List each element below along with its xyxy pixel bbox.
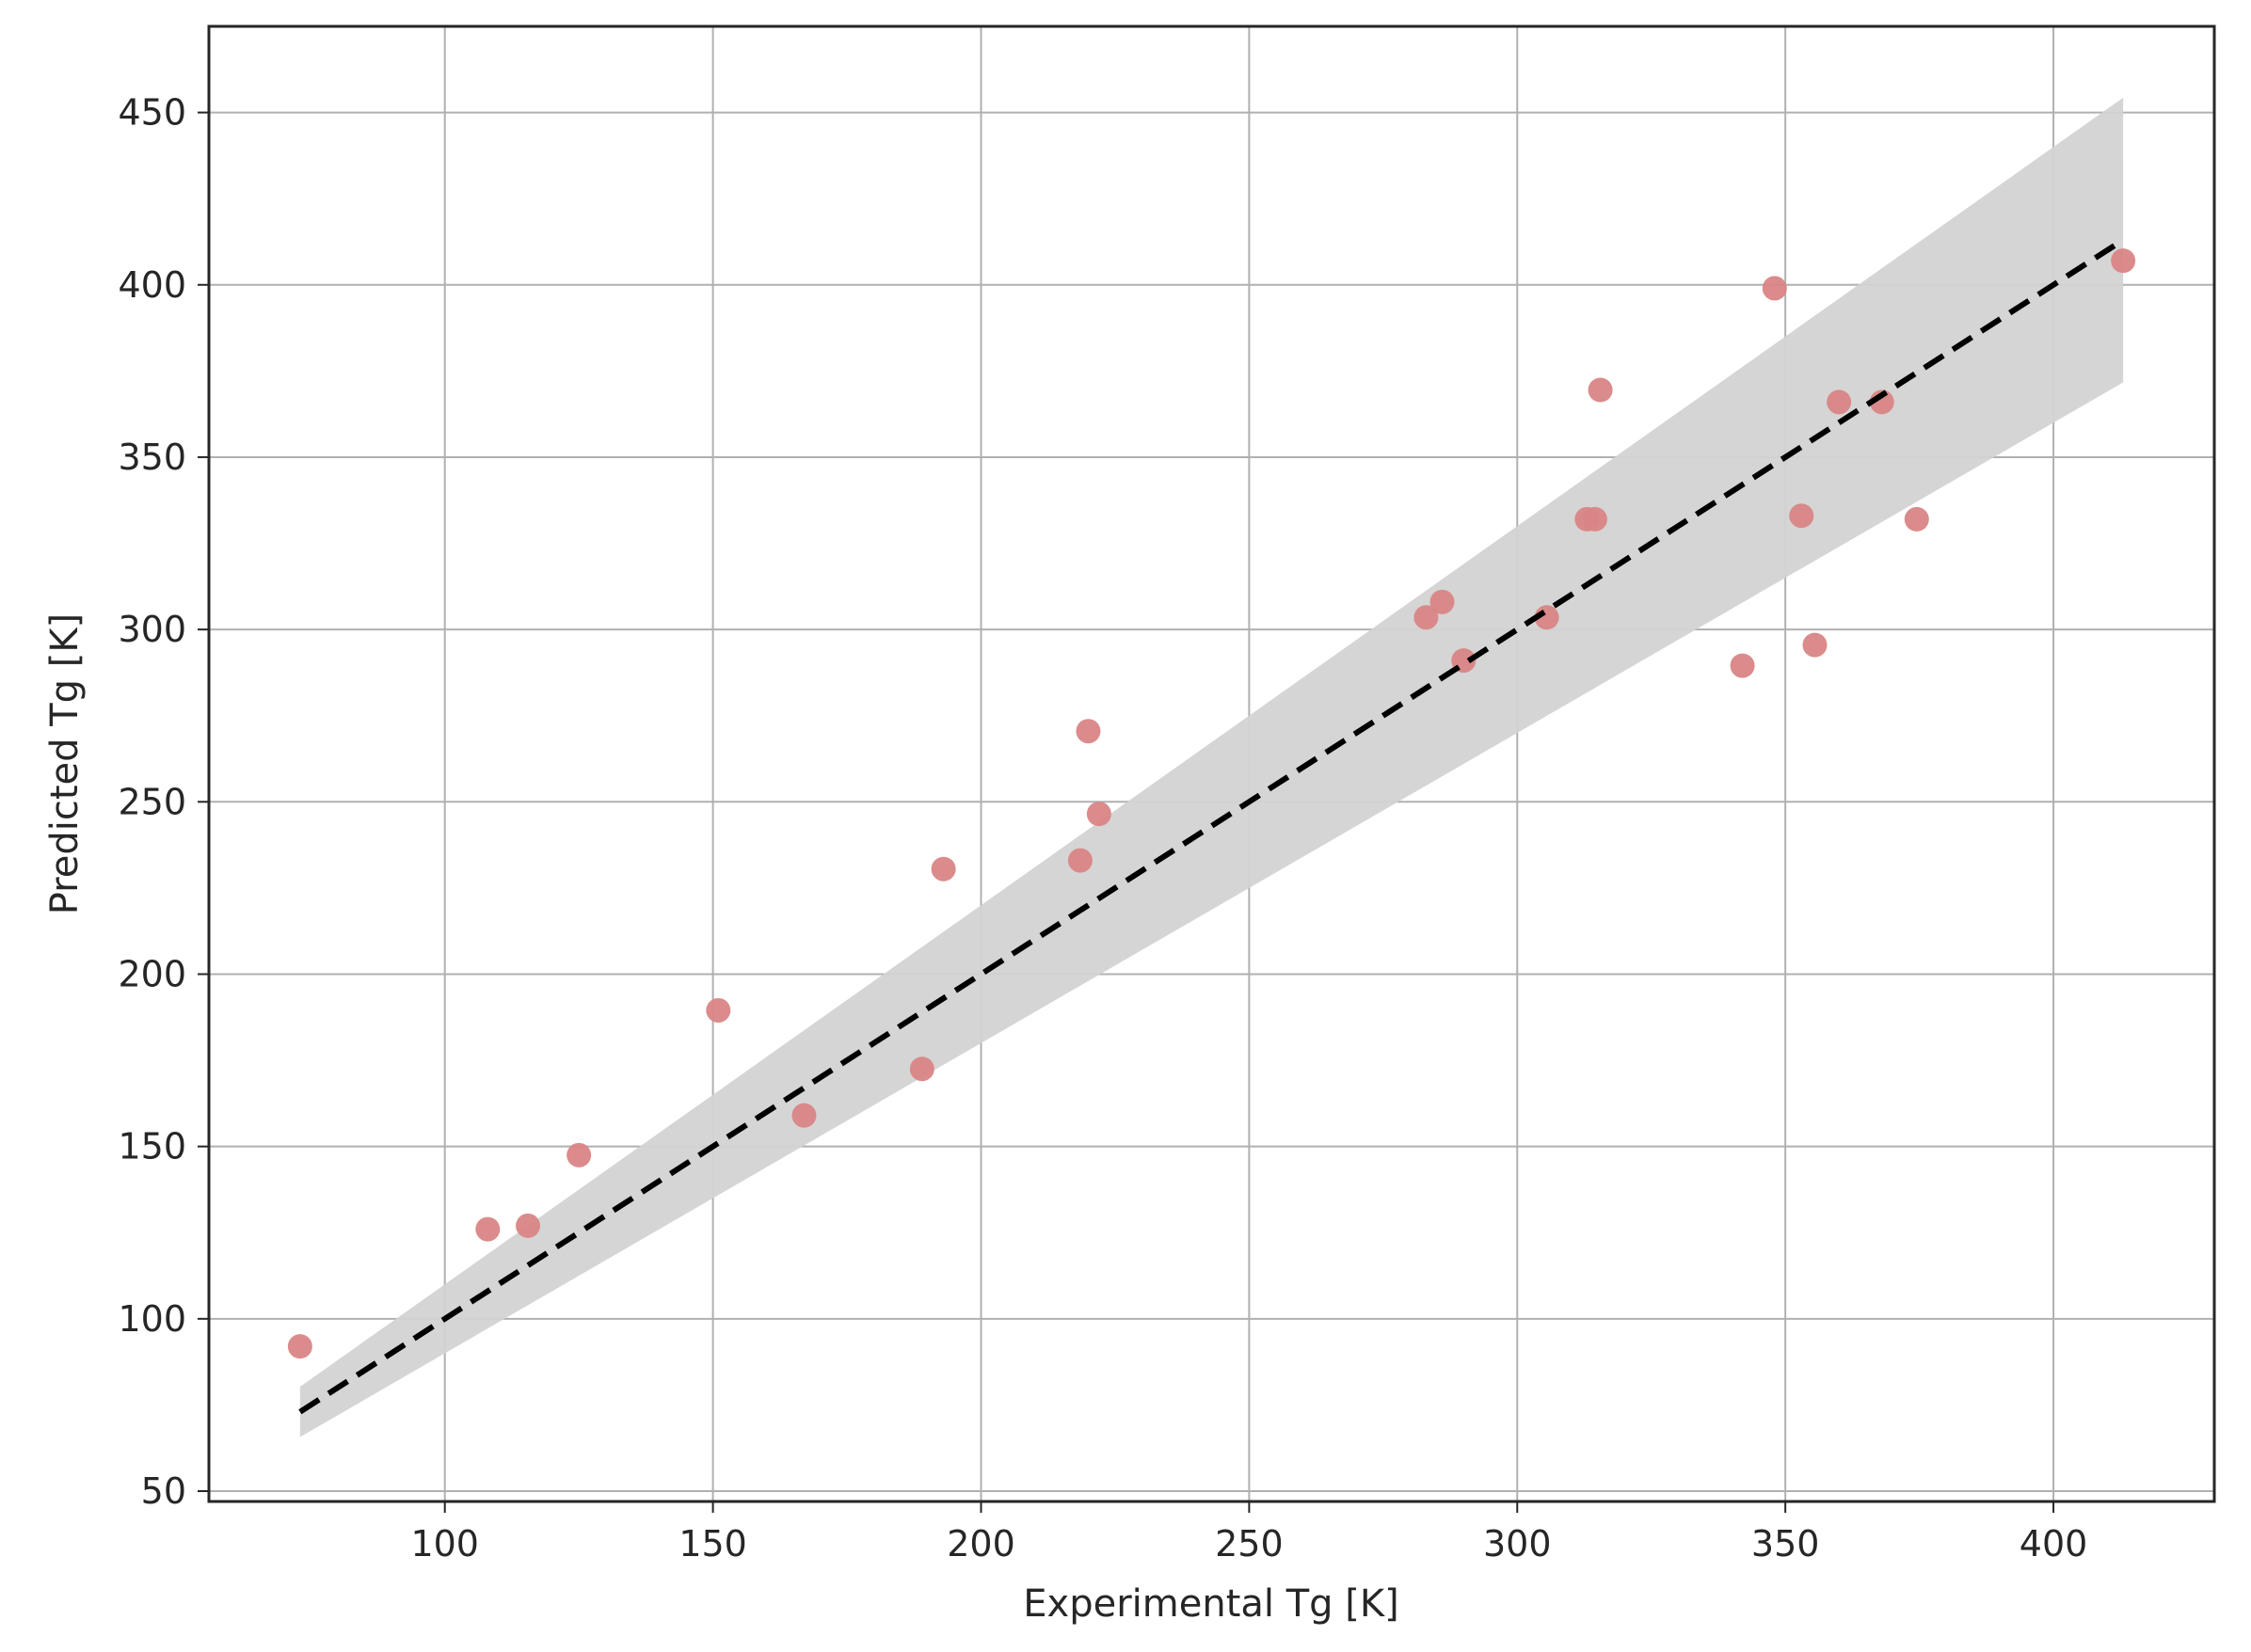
- data-point: [791, 1103, 817, 1128]
- y-axis-ticks: 50 100 150 200 250 300 350 400 450: [118, 92, 209, 1512]
- data-point: [1904, 506, 1929, 532]
- x-tick-label: 250: [1215, 1523, 1284, 1565]
- data-point: [516, 1213, 541, 1238]
- y-tick-label: 450: [118, 92, 186, 134]
- data-point: [931, 856, 956, 882]
- data-point: [475, 1216, 501, 1242]
- parity-dashed-line: [298, 237, 2125, 1415]
- data-point: [1067, 848, 1093, 873]
- x-tick-label: 200: [947, 1523, 1015, 1565]
- x-tick-label: 300: [1483, 1523, 1552, 1565]
- confidence-band-area: [299, 97, 2124, 1438]
- x-tick-label: 100: [410, 1523, 479, 1565]
- data-point: [287, 1334, 312, 1359]
- data-point: [1429, 589, 1455, 614]
- confidence-band: [299, 97, 2124, 1438]
- data-point: [706, 997, 731, 1023]
- y-tick-label: 300: [118, 609, 186, 650]
- y-tick-label: 350: [118, 437, 186, 478]
- data-point: [1413, 605, 1439, 630]
- parity-line: [298, 237, 2125, 1415]
- x-tick-label: 150: [678, 1523, 747, 1565]
- data-point: [1582, 506, 1607, 532]
- x-axis-ticks: 100 150 200 250 300 350 400: [410, 1501, 2087, 1565]
- data-point: [909, 1056, 934, 1082]
- plot-frame: [207, 24, 2216, 1503]
- data-point: [567, 1142, 592, 1168]
- y-tick-label: 50: [141, 1470, 186, 1512]
- data-points: [287, 248, 2136, 1359]
- grid-lines: [209, 26, 2214, 1501]
- y-tick-label: 400: [118, 264, 186, 306]
- data-point: [1789, 503, 1814, 529]
- x-axis-label: Experimental Tg [K]: [1023, 1582, 1398, 1626]
- y-tick-label: 250: [118, 781, 186, 822]
- data-point: [1076, 719, 1101, 744]
- y-tick-label: 100: [118, 1298, 186, 1340]
- x-tick-label: 400: [2020, 1523, 2088, 1565]
- data-point: [1762, 276, 1787, 301]
- data-point: [1827, 389, 1852, 415]
- y-axis-label: Predicted Tg [K]: [43, 613, 87, 914]
- x-tick-label: 350: [1751, 1523, 1820, 1565]
- data-point: [1588, 377, 1613, 403]
- data-point: [1802, 632, 1828, 658]
- data-point: [2111, 248, 2136, 274]
- y-tick-label: 200: [118, 953, 186, 994]
- y-tick-label: 150: [118, 1126, 186, 1168]
- data-point: [1086, 802, 1111, 827]
- data-point: [1730, 653, 1755, 678]
